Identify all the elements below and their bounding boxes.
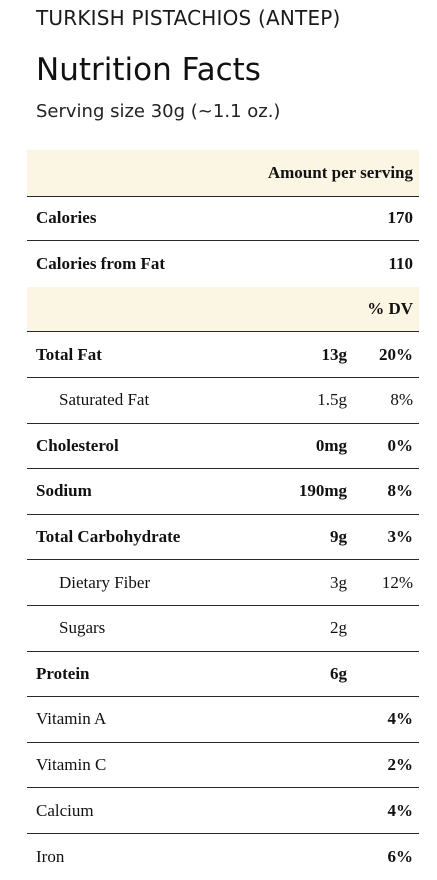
nutrient-row-dietary-fiber: Dietary Fiber 3g 12% — [27, 560, 419, 606]
nutrient-amount: 2g — [330, 618, 347, 638]
nutrient-row-saturated-fat: Saturated Fat 1.5g 8% — [27, 378, 419, 424]
nutrient-dv: 20% — [379, 344, 413, 364]
nutrient-row-sugars: Sugars 2g — [27, 606, 419, 652]
nutrient-amount: 1.5g — [317, 390, 347, 410]
nutrient-row-total-carbohydrate: Total Carbohydrate 9g 3% — [27, 515, 419, 561]
nutrient-row-sodium: Sodium 190mg 8% — [27, 469, 419, 515]
vitamin-label: Iron — [36, 846, 65, 866]
amount-per-serving-row: Amount per serving — [27, 150, 419, 196]
nutrient-amount: 13g — [321, 344, 348, 364]
calories-value: 170 — [387, 208, 414, 228]
vitamin-label: Vitamin A — [36, 709, 107, 729]
nutrient-row-cholesterol: Cholesterol 0mg 0% — [27, 424, 419, 470]
nutrient-dv: 0% — [387, 435, 414, 455]
nutrient-label: Dietary Fiber — [59, 572, 151, 592]
nutrient-amount: 190mg — [298, 481, 347, 501]
vitamin-row-vitamin-c: Vitamin C 2% — [27, 743, 419, 789]
vitamin-row-calcium: Calcium 4% — [27, 788, 419, 834]
serving-size: Serving size 30g (~1.1 oz.) — [36, 101, 281, 122]
nutrient-label: Sodium — [36, 481, 92, 501]
nutrient-label: Protein — [36, 663, 90, 683]
nutrient-dv: 12% — [381, 572, 413, 592]
vitamin-dv: 2% — [387, 755, 414, 775]
vitamin-row-iron: Iron 6% — [27, 834, 419, 880]
vitamin-dv: 6% — [387, 846, 414, 866]
calories-from-fat-value: 110 — [388, 253, 413, 273]
vitamin-label: Calcium — [36, 800, 94, 820]
calories-from-fat-row: Calories from Fat 110 — [27, 241, 419, 287]
nutrition-facts-title: Nutrition Facts — [36, 52, 261, 88]
dv-header-row: % DV — [27, 286, 419, 333]
vitamin-dv: 4% — [387, 709, 414, 729]
nutrient-label: Cholesterol — [36, 435, 119, 455]
nutrient-amount: 0mg — [315, 435, 347, 455]
nutrient-label: Sugars — [59, 618, 106, 638]
nutrient-label: Saturated Fat — [59, 390, 150, 410]
product-name: TURKISH PISTACHIOS (ANTEP) — [36, 6, 341, 30]
nutrient-amount: 9g — [330, 527, 347, 547]
calories-from-fat-label: Calories from Fat — [36, 253, 166, 273]
nutrient-amount: 6g — [330, 663, 347, 683]
dv-header: % DV — [367, 299, 413, 319]
nutrient-dv: 3% — [387, 527, 414, 547]
vitamin-label: Vitamin C — [36, 755, 107, 775]
amount-per-serving-header: Amount per serving — [267, 162, 413, 182]
vitamin-dv: 4% — [387, 800, 414, 820]
vitamin-row-vitamin-a: Vitamin A 4% — [27, 697, 419, 743]
nutrient-row-protein: Protein 6g — [27, 652, 419, 698]
nutrient-dv: 8% — [387, 481, 414, 501]
calories-row: Calories 170 — [27, 195, 419, 242]
nutrient-amount: 3g — [330, 572, 347, 592]
nutrient-label: Total Carbohydrate — [36, 527, 181, 547]
nutrient-dv: 8% — [390, 390, 413, 410]
nutrient-label: Total Fat — [36, 344, 102, 364]
nutrient-row-total-fat: Total Fat 13g 20% — [27, 332, 419, 378]
calories-label: Calories — [36, 208, 97, 228]
nutrition-table: Amount per serving Calories 170 Calories… — [27, 150, 419, 880]
